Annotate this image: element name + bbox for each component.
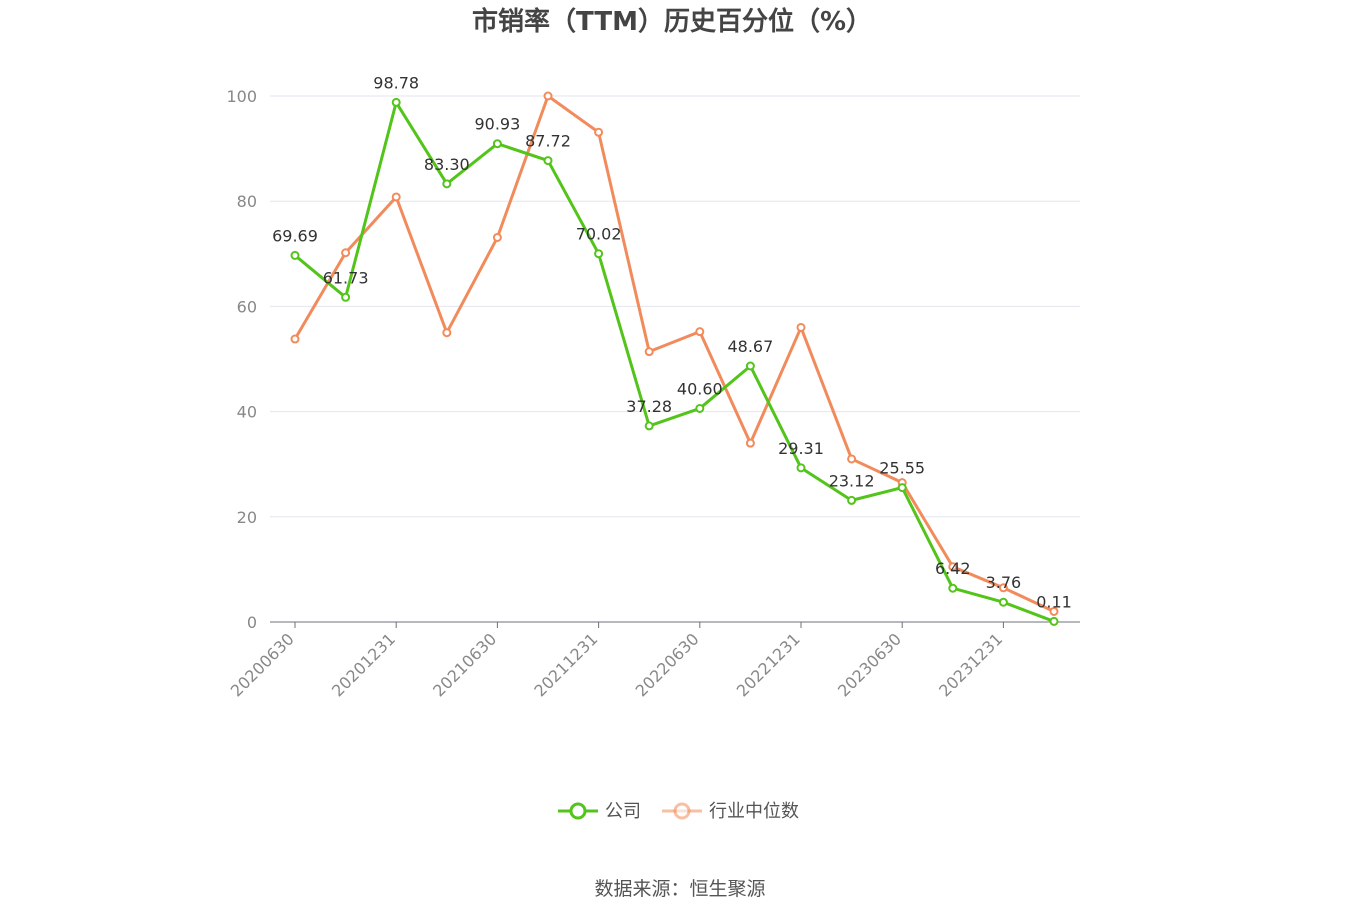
company-data-point [341,292,351,302]
x-tick-label: 20211231 [530,629,601,700]
legend[interactable]: 公司 行业中位数 [558,801,799,822]
grid-lines [270,95,1080,518]
industry-data-point [290,334,300,344]
y-tick-label: 60 [237,297,257,316]
industry-data-point [391,192,401,202]
company-data-label: 61.73 [323,268,369,287]
company-data-label: 90.93 [474,115,520,134]
company-data-label: 0.11 [1036,592,1072,611]
company-data-label: 6.42 [935,559,971,578]
company-data-label: 70.02 [576,225,622,244]
company-series-line [294,100,1055,623]
legend-label: 公司 [605,801,641,822]
company-data-label: 37.28 [626,397,672,416]
company-data-point [290,250,300,260]
industry-data-point [948,562,958,572]
data-source-note: 数据来源：恒生聚源 [594,878,765,900]
company-data-point [998,597,1008,607]
industry-data-point [745,438,755,448]
x-tick-label: 20221231 [733,629,804,700]
y-tick-label: 20 [237,508,257,527]
data-labels: 69.69 61.73 98.78 83.30 90.93 87.72 70.02 37.28… [272,73,1072,611]
legend-label: 行业中位数 [709,801,799,822]
series-lines [290,91,1059,626]
industry-median-series-line [293,94,1055,613]
company-data-point [594,249,604,259]
company-data-point [695,403,705,413]
axes: 0 20 40 60 80 100 20200630 20201231 20210630 2021… [226,87,1080,700]
company-data-point [796,463,806,473]
industry-data-point [1049,606,1059,616]
company-data-point [847,495,857,505]
company-data-point [948,583,958,593]
legend-circle-icon [569,802,587,820]
y-tick-label: 40 [237,403,257,422]
industry-data-point [442,328,452,338]
company-data-label: 3.76 [986,573,1022,592]
company-data-label: 40.60 [677,379,723,398]
industry-data-point [695,327,705,337]
industry-data-point [998,583,1008,593]
industry-data-point [796,322,806,332]
y-tick-label: 100 [226,87,257,106]
x-tick-label: 20231231 [935,629,1006,700]
legend-circle-icon [673,802,691,820]
company-data-label: 48.67 [727,337,773,356]
legend-item-industry-median[interactable]: 行业中位数 [662,801,799,822]
company-data-label: 29.31 [778,439,824,458]
chart-title: 市销率（TTM）历史百分位（%） [472,6,872,37]
industry-data-point [594,127,604,137]
company-data-label: 83.30 [424,155,470,174]
industry-data-point [543,91,553,101]
company-data-point [644,421,654,431]
x-tick-label: 20220630 [632,629,703,700]
y-tick-label: 0 [247,613,257,632]
x-tick-label: 20201231 [328,629,399,700]
company-data-label: 69.69 [272,226,318,245]
industry-data-point [847,454,857,464]
company-data-point [391,97,401,107]
company-data-label: 25.55 [879,459,925,478]
industry-data-point [492,232,502,242]
x-tick-label: 20210630 [429,629,500,700]
y-tick-label: 80 [237,192,257,211]
x-tick-label: 20200630 [227,629,298,700]
company-data-point [897,483,907,493]
x-tick-label: 20230630 [834,629,905,700]
industry-data-point [341,248,351,258]
company-data-point [442,179,452,189]
company-data-point [492,139,502,149]
company-data-point [543,156,553,166]
company-data-point [745,361,755,371]
company-data-point [1049,616,1059,626]
company-data-label: 98.78 [373,73,419,92]
legend-item-company[interactable]: 公司 [558,801,641,822]
industry-data-point [644,347,654,357]
company-data-label: 23.12 [829,471,875,490]
company-data-label: 87.72 [525,132,571,151]
